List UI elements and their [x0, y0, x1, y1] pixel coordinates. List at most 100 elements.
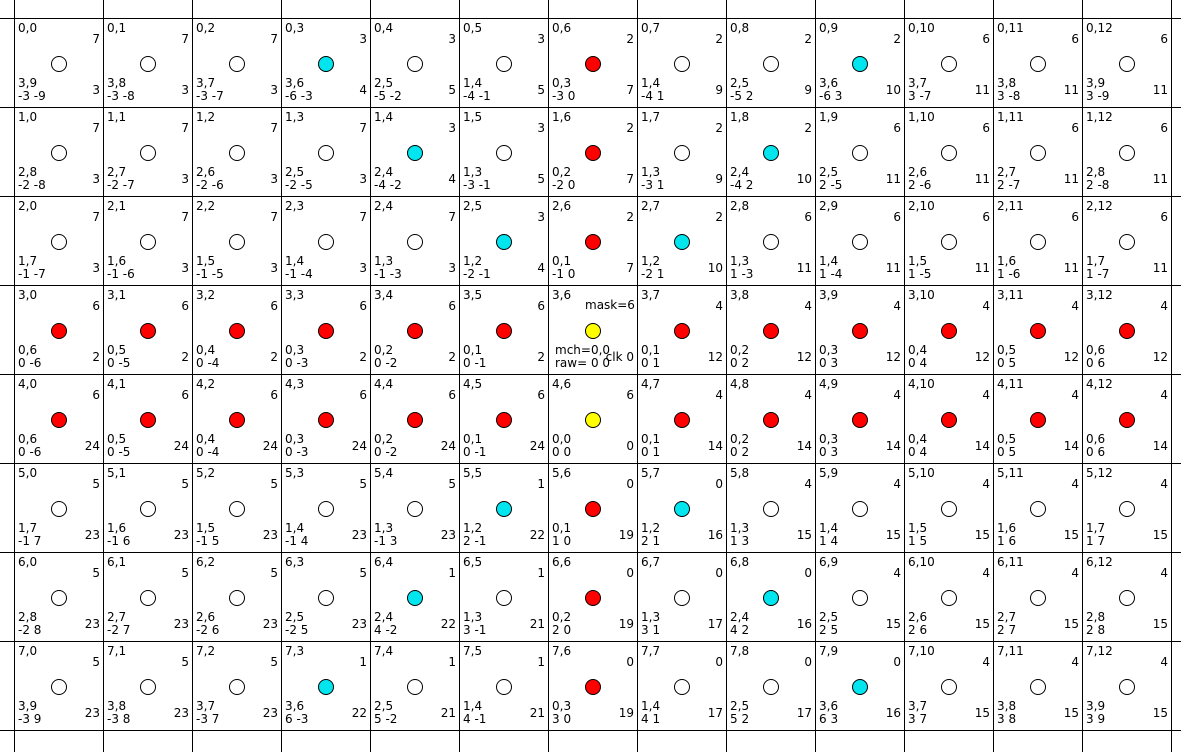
grid-cell[interactable]: 5,7 0 1,2 2 1 16 [638, 464, 726, 552]
grid-cell[interactable]: 2,5 3 1,2 -2 -1 4 [460, 197, 548, 285]
grid-cell[interactable]: 4,2 6 0,4 0 -4 24 [193, 375, 281, 463]
grid-cell[interactable]: 6,5 1 1,3 3 -1 21 [460, 553, 548, 641]
grid-cell[interactable]: 2,3 7 1,4 -1 -4 3 [282, 197, 370, 285]
grid-cell[interactable]: 7,6 0 0,3 3 0 19 [549, 642, 637, 730]
grid-cell[interactable]: 6,12 4 2,8 2 8 15 [1083, 553, 1171, 641]
grid-cell[interactable]: 1,6 2 0,2 -2 0 7 [549, 108, 637, 196]
grid-cell[interactable]: 0,9 2 3,6 -6 3 10 [816, 19, 904, 107]
grid-cell[interactable]: 6,2 5 2,6 -2 6 23 [193, 553, 281, 641]
grid-cell[interactable]: 1,2 7 2,6 -2 -6 3 [193, 108, 281, 196]
grid-cell[interactable]: 1,4 3 2,4 -4 -2 4 [371, 108, 459, 196]
grid-cell[interactable]: 6,11 4 2,7 2 7 15 [994, 553, 1082, 641]
grid-cell[interactable]: 4,4 6 0,2 0 -2 24 [371, 375, 459, 463]
grid-cell[interactable]: 5,8 4 1,3 1 3 15 [727, 464, 815, 552]
grid-cell[interactable]: 7,11 4 3,8 3 8 15 [994, 642, 1082, 730]
grid-cell[interactable]: 5,5 1 1,2 2 -1 22 [460, 464, 548, 552]
grid-cell[interactable]: 5,1 5 1,6 -1 6 23 [104, 464, 192, 552]
grid-cell[interactable]: 5,6 0 0,1 1 0 19 [549, 464, 637, 552]
grid-cell[interactable]: 5,2 5 1,5 -1 5 23 [193, 464, 281, 552]
grid-cell[interactable]: 3,11 4 0,5 0 5 12 [994, 286, 1082, 374]
grid-cell[interactable]: 6,4 1 2,4 4 -2 22 [371, 553, 459, 641]
grid-cell[interactable]: 5,4 5 1,3 -1 3 23 [371, 464, 459, 552]
grid-cell[interactable]: 1,12 6 2,8 2 -8 11 [1083, 108, 1171, 196]
grid-cell[interactable]: 1,7 2 1,3 -3 1 9 [638, 108, 726, 196]
grid-cell[interactable]: 5,0 5 1,7 -1 7 23 [15, 464, 103, 552]
grid-cell[interactable]: 2,0 7 1,7 -1 -7 3 [15, 197, 103, 285]
grid-cell[interactable]: 0,3 3 3,6 -6 -3 4 [282, 19, 370, 107]
grid-cell[interactable]: 0,11 6 3,8 3 -8 11 [994, 19, 1082, 107]
grid-cell[interactable]: 2,12 6 1,7 1 -7 11 [1083, 197, 1171, 285]
grid-cell[interactable]: 3,9 4 0,3 0 3 12 [816, 286, 904, 374]
grid-cell[interactable]: 0,12 6 3,9 3 -9 11 [1083, 19, 1171, 107]
grid-cell[interactable]: 2,6 2 0,1 -1 0 7 [549, 197, 637, 285]
grid-cell[interactable]: 4,3 6 0,3 0 -3 24 [282, 375, 370, 463]
grid-cell[interactable]: 4,8 4 0,2 0 2 14 [727, 375, 815, 463]
grid-cell[interactable]: 5,12 4 1,7 1 7 15 [1083, 464, 1171, 552]
grid-cell[interactable]: 2,9 6 1,4 1 -4 11 [816, 197, 904, 285]
grid-cell[interactable]: 7,4 1 2,5 5 -2 21 [371, 642, 459, 730]
grid-cell[interactable]: 0,2 7 3,7 -3 -7 3 [193, 19, 281, 107]
grid-cell[interactable]: 3,0 6 0,6 0 -6 2 [15, 286, 103, 374]
grid-cell[interactable]: 7,2 5 3,7 -3 7 23 [193, 642, 281, 730]
grid-cell[interactable]: 1,5 3 1,3 -3 -1 5 [460, 108, 548, 196]
grid-cell[interactable]: 5,3 5 1,4 -1 4 23 [282, 464, 370, 552]
grid-cell[interactable]: 0,10 6 3,7 3 -7 11 [905, 19, 993, 107]
grid-cell[interactable]: 6,9 4 2,5 2 5 15 [816, 553, 904, 641]
grid-cell[interactable]: 1,0 7 2,8 -2 -8 3 [15, 108, 103, 196]
grid-cell[interactable]: 2,8 6 1,3 1 -3 11 [727, 197, 815, 285]
grid-cell[interactable]: 2,10 6 1,5 1 -5 11 [905, 197, 993, 285]
grid-cell[interactable]: 3,2 6 0,4 0 -4 2 [193, 286, 281, 374]
grid-cell[interactable]: 0,8 2 2,5 -5 2 9 [727, 19, 815, 107]
grid-cell[interactable]: 7,7 0 1,4 4 1 17 [638, 642, 726, 730]
grid-cell[interactable]: 5,11 4 1,6 1 6 15 [994, 464, 1082, 552]
grid-cell[interactable]: 6,6 0 0,2 2 0 19 [549, 553, 637, 641]
grid-cell[interactable]: 1,9 6 2,5 2 -5 11 [816, 108, 904, 196]
grid-cell[interactable]: 3,12 4 0,6 0 6 12 [1083, 286, 1171, 374]
grid-cell[interactable]: 1,8 2 2,4 -4 2 10 [727, 108, 815, 196]
grid-cell[interactable]: 3,10 4 0,4 0 4 12 [905, 286, 993, 374]
grid-cell[interactable]: 0,0 7 3,9 -3 -9 3 [15, 19, 103, 107]
grid-cell[interactable]: 6,7 0 1,3 3 1 17 [638, 553, 726, 641]
grid-cell[interactable]: 7,3 1 3,6 6 -3 22 [282, 642, 370, 730]
grid-cell[interactable]: 0,4 3 2,5 -5 -2 5 [371, 19, 459, 107]
grid-cell[interactable]: 4,10 4 0,4 0 4 14 [905, 375, 993, 463]
grid-cell[interactable]: 7,0 5 3,9 -3 9 23 [15, 642, 103, 730]
grid-cell[interactable]: 3,4 6 0,2 0 -2 2 [371, 286, 459, 374]
grid-cell[interactable]: 3,1 6 0,5 0 -5 2 [104, 286, 192, 374]
grid-cell[interactable]: 4,12 4 0,6 0 6 14 [1083, 375, 1171, 463]
grid-cell[interactable]: 0,5 3 1,4 -4 -1 5 [460, 19, 548, 107]
grid-cell[interactable]: 3,3 6 0,3 0 -3 2 [282, 286, 370, 374]
grid-cell[interactable]: 4,11 4 0,5 0 5 14 [994, 375, 1082, 463]
grid-cell[interactable]: 4,9 4 0,3 0 3 14 [816, 375, 904, 463]
grid-cell[interactable]: 4,1 6 0,5 0 -5 24 [104, 375, 192, 463]
grid-cell[interactable]: 4,0 6 0,6 0 -6 24 [15, 375, 103, 463]
grid-cell[interactable]: 2,2 7 1,5 -1 -5 3 [193, 197, 281, 285]
grid-cell[interactable]: 6,8 0 2,4 4 2 16 [727, 553, 815, 641]
grid-cell[interactable]: 1,1 7 2,7 -2 -7 3 [104, 108, 192, 196]
grid-cell[interactable]: 3,7 4 0,1 0 1 12 [638, 286, 726, 374]
grid-cell[interactable]: 5,9 4 1,4 1 4 15 [816, 464, 904, 552]
grid-cell[interactable]: 5,10 4 1,5 1 5 15 [905, 464, 993, 552]
grid-cell[interactable]: 2,1 7 1,6 -1 -6 3 [104, 197, 192, 285]
grid-cell[interactable]: 3,5 6 0,1 0 -1 2 [460, 286, 548, 374]
grid-cell[interactable]: 0,7 2 1,4 -4 1 9 [638, 19, 726, 107]
grid-cell[interactable]: 2,11 6 1,6 1 -6 11 [994, 197, 1082, 285]
grid-cell[interactable]: 1,3 7 2,5 -2 -5 3 [282, 108, 370, 196]
grid-cell[interactable]: 4,7 4 0,1 0 1 14 [638, 375, 726, 463]
grid-cell[interactable]: 3,6 mask=6 mch=0,0 raw= 0 0 clk 0 [549, 286, 637, 374]
grid-cell[interactable]: 4,6 6 0,0 0 0 0 [549, 375, 637, 463]
grid-cell[interactable]: 1,10 6 2,6 2 -6 11 [905, 108, 993, 196]
grid-cell[interactable]: 7,8 0 2,5 5 2 17 [727, 642, 815, 730]
grid-cell[interactable]: 7,1 5 3,8 -3 8 23 [104, 642, 192, 730]
grid-cell[interactable]: 1,11 6 2,7 2 -7 11 [994, 108, 1082, 196]
grid-cell[interactable]: 6,0 5 2,8 -2 8 23 [15, 553, 103, 641]
grid-cell[interactable]: 3,8 4 0,2 0 2 12 [727, 286, 815, 374]
grid-cell[interactable]: 4,5 6 0,1 0 -1 24 [460, 375, 548, 463]
grid-cell[interactable]: 0,1 7 3,8 -3 -8 3 [104, 19, 192, 107]
grid-cell[interactable]: 2,7 2 1,2 -2 1 10 [638, 197, 726, 285]
grid-cell[interactable]: 6,3 5 2,5 -2 5 23 [282, 553, 370, 641]
grid-cell[interactable]: 2,4 7 1,3 -1 -3 3 [371, 197, 459, 285]
grid-cell[interactable]: 0,6 2 0,3 -3 0 7 [549, 19, 637, 107]
grid-cell[interactable]: 7,12 4 3,9 3 9 15 [1083, 642, 1171, 730]
grid-cell[interactable]: 7,10 4 3,7 3 7 15 [905, 642, 993, 730]
